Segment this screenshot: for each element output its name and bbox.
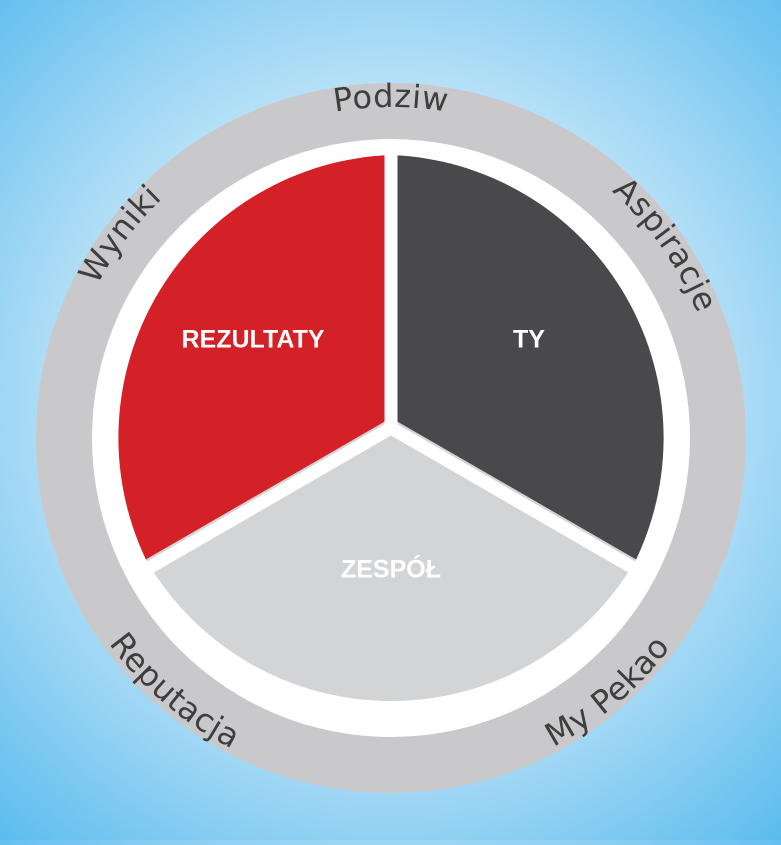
segment-zespol[interactable] xyxy=(145,418,637,702)
ring-label-podziw-path: Podziw xyxy=(331,77,451,120)
segment-label-ty: TY xyxy=(513,326,545,354)
segment-label-rezultaty: REZULTATY xyxy=(181,326,324,354)
segment-ty[interactable] xyxy=(391,155,664,560)
segment-label-zespol: ZESPÓŁ xyxy=(341,554,441,584)
segment-rezultaty[interactable] xyxy=(118,155,392,560)
segment-separators xyxy=(136,140,646,579)
ring-label-podziw: Podziw xyxy=(331,77,451,120)
